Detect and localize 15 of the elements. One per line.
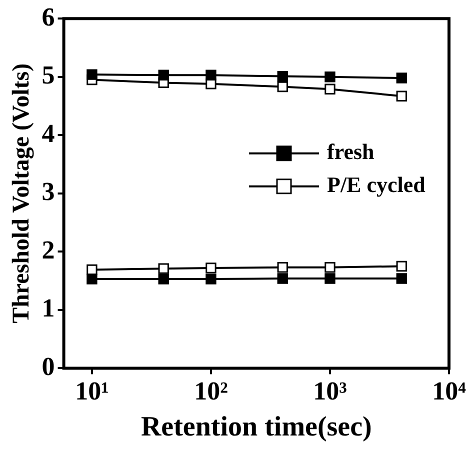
y-tick-label: 5	[42, 60, 55, 90]
x-tick-label: 10¹	[75, 376, 109, 406]
legend-label: fresh	[327, 139, 374, 164]
x-tick-label: 10⁴	[432, 376, 466, 406]
y-tick-label: 4	[42, 118, 55, 148]
y-tick-label: 3	[42, 177, 55, 206]
x-axis-title: Retention time(sec)	[140, 411, 372, 442]
y-tick-label: 0	[42, 352, 55, 381]
y-tick-label: 1	[42, 294, 55, 323]
y-axis-title: Threshold Voltage (Volts)	[8, 63, 35, 324]
x-tick-label: 10³	[313, 376, 348, 406]
legend-label: P/E cycled	[327, 172, 426, 198]
y-tick-label: 6	[42, 2, 55, 32]
y-tick-label: 2	[42, 235, 55, 264]
x-tick-label: 10²	[194, 376, 228, 406]
